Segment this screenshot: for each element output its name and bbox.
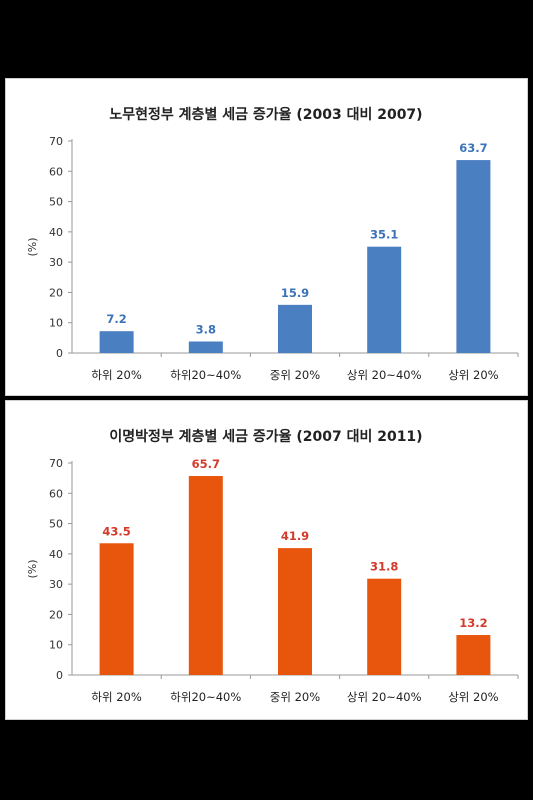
y-tick-label: 60 bbox=[49, 165, 63, 178]
labels-group: 7.2 하위 20% 3.8 하위20~40% 15.9 중위 20% 35.1 상위 20~… bbox=[91, 141, 498, 382]
labels-group: 43.5 하위 20% 65.7 하위20~40% 41.9 중위 20% 31.8 상위 2… bbox=[91, 457, 498, 704]
data-label: 35.1 bbox=[370, 228, 398, 242]
data-label: 3.8 bbox=[196, 322, 216, 336]
y-tick-label: 10 bbox=[49, 317, 63, 330]
x-tick-label: 하위 20% bbox=[91, 368, 141, 382]
y-tick-label: 60 bbox=[49, 487, 63, 500]
y-tick-label: 20 bbox=[49, 608, 63, 621]
data-label: 7.2 bbox=[106, 312, 126, 326]
x-tick-label: 상위 20% bbox=[448, 368, 498, 382]
x-tick-label: 하위20~40% bbox=[170, 368, 241, 382]
bar bbox=[99, 543, 134, 675]
bar bbox=[278, 548, 312, 675]
y-axis-label: (%) bbox=[26, 237, 39, 256]
axes-group: 0 10 20 30 40 50 60 70 bbox=[49, 135, 519, 360]
y-axis-label: (%) bbox=[26, 559, 39, 578]
x-tick-label: 중위 20% bbox=[270, 690, 320, 704]
bars-group bbox=[99, 160, 491, 353]
data-label: 43.5 bbox=[102, 524, 130, 538]
y-tick-label: 70 bbox=[49, 457, 63, 470]
y-tick-label: 70 bbox=[49, 135, 63, 148]
bar bbox=[188, 341, 223, 353]
x-tick-label: 상위 20~40% bbox=[347, 368, 422, 382]
y-tick-label: 50 bbox=[49, 196, 63, 209]
chart-roh-svg: 노무현정부 계층별 세금 증가율 (2003 대비 2007) (%) 0 10 2… bbox=[26, 106, 519, 382]
y-tick-label: 20 bbox=[49, 286, 63, 299]
data-label: 65.7 bbox=[192, 457, 220, 471]
chart-panel-lee: 이명박정부 계층별 세금 증가율 (2007 대비 2011) (%) 0 10 2… bbox=[5, 400, 528, 720]
bar bbox=[188, 476, 223, 675]
y-tick-label: 10 bbox=[49, 639, 63, 652]
chart-title: 노무현정부 계층별 세금 증가율 (2003 대비 2007) bbox=[109, 106, 422, 123]
y-tick-label: 0 bbox=[56, 669, 63, 682]
x-tick-label: 하위20~40% bbox=[170, 690, 241, 704]
x-tick-label: 상위 20% bbox=[448, 690, 498, 704]
bar bbox=[278, 304, 312, 353]
y-tick-label: 30 bbox=[49, 256, 63, 269]
y-tick-label: 0 bbox=[56, 347, 63, 360]
y-tick-label: 30 bbox=[49, 578, 63, 591]
bar bbox=[99, 331, 134, 353]
chart-title: 이명박정부 계층별 세금 증가율 (2007 대비 2011) bbox=[109, 428, 422, 445]
x-tick-label: 중위 20% bbox=[270, 368, 320, 382]
bar bbox=[367, 246, 402, 353]
y-tick-label: 40 bbox=[49, 548, 63, 561]
y-tick-label: 50 bbox=[49, 518, 63, 531]
x-tick-label: 상위 20~40% bbox=[347, 690, 422, 704]
data-label: 31.8 bbox=[370, 560, 398, 574]
bars-group bbox=[99, 476, 491, 675]
x-tick-label: 하위 20% bbox=[91, 690, 141, 704]
bar bbox=[456, 160, 491, 353]
data-label: 15.9 bbox=[281, 286, 309, 300]
y-tick-label: 40 bbox=[49, 226, 63, 239]
bar bbox=[367, 578, 402, 675]
data-label: 13.2 bbox=[459, 616, 487, 630]
bar bbox=[456, 635, 491, 675]
chart-lee-svg: 이명박정부 계층별 세금 증가율 (2007 대비 2011) (%) 0 10 2… bbox=[26, 428, 519, 704]
data-label: 41.9 bbox=[281, 529, 309, 543]
data-label: 63.7 bbox=[459, 141, 487, 155]
chart-panel-roh: 노무현정부 계층별 세금 증가율 (2003 대비 2007) (%) 0 10 2… bbox=[5, 78, 528, 396]
